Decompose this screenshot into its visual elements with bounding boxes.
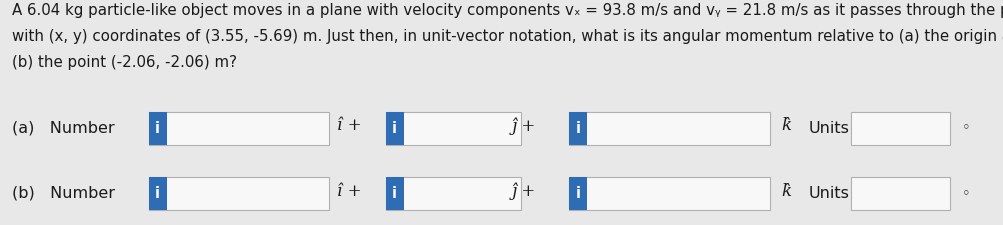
FancyBboxPatch shape [569,112,587,145]
Text: Units: Units [807,121,849,136]
Text: with (x, y) coordinates of (3.55, -5.69) m. Just then, in unit-vector notation, : with (x, y) coordinates of (3.55, -5.69)… [12,29,1003,44]
Text: î +: î + [337,117,361,135]
Text: (b) the point (-2.06, -2.06) m?: (b) the point (-2.06, -2.06) m? [12,55,237,70]
Text: i: i [155,186,159,201]
FancyBboxPatch shape [569,177,769,210]
Text: k̂: k̂ [780,183,790,200]
Text: i: i [392,186,396,201]
Text: (b)   Number: (b) Number [12,186,115,201]
FancyBboxPatch shape [569,112,769,145]
Text: i: i [392,121,396,136]
FancyBboxPatch shape [148,112,166,145]
Text: Units: Units [807,186,849,201]
FancyBboxPatch shape [385,177,521,210]
FancyBboxPatch shape [569,177,587,210]
FancyBboxPatch shape [385,112,403,145]
Text: î +: î + [337,183,361,200]
Text: i: i [576,121,580,136]
FancyBboxPatch shape [148,177,166,210]
FancyBboxPatch shape [148,112,329,145]
FancyBboxPatch shape [385,177,403,210]
FancyBboxPatch shape [851,112,949,145]
Text: ◦: ◦ [961,186,970,201]
Text: i: i [155,121,159,136]
Text: A 6.04 kg particle-like object moves in a plane with velocity components vₓ = 93: A 6.04 kg particle-like object moves in … [12,3,1003,18]
Text: i: i [576,186,580,201]
FancyBboxPatch shape [385,112,521,145]
FancyBboxPatch shape [148,177,329,210]
Text: (a)   Number: (a) Number [12,121,114,136]
Text: ◦: ◦ [961,121,970,136]
Text: ĵ +: ĵ + [512,117,536,135]
FancyBboxPatch shape [851,177,949,210]
Text: ĵ +: ĵ + [512,182,536,200]
Text: k̂: k̂ [780,117,790,135]
